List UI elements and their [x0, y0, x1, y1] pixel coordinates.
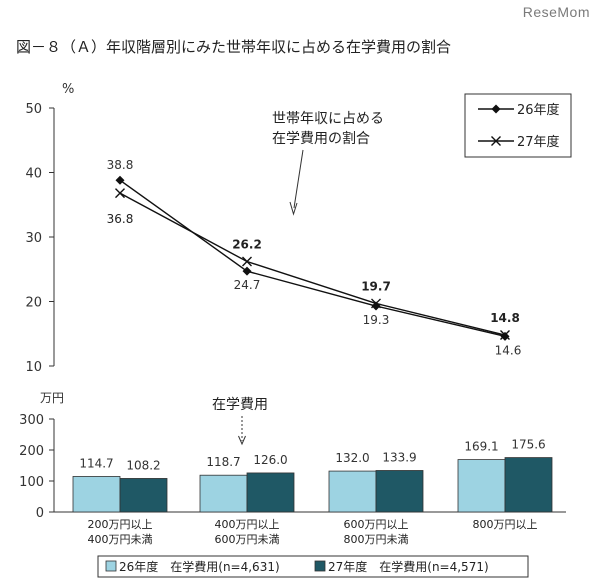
bar [72, 476, 121, 513]
line-data-label: 36.8 [107, 212, 134, 226]
legend-label-bar-26: 26年度 在学費用(n=4,631) [119, 559, 280, 574]
bar-annotation-arrowhead [238, 435, 246, 446]
bar-y-tick-label: 300 [19, 413, 44, 428]
line-point-diamond [500, 331, 510, 341]
bar [246, 472, 295, 513]
line-data-label: 19.3 [363, 313, 390, 327]
legend-swatch-26 [105, 560, 117, 572]
line-point-x [115, 188, 125, 199]
line-point-x [371, 298, 381, 309]
bar-category-label: 600万円以上 [344, 518, 409, 531]
bar-data-label: 133.9 [382, 450, 416, 464]
legend-swatch-27 [314, 560, 326, 572]
legend-diamond-marker [491, 104, 501, 114]
line-y-tick-label: 40 [25, 167, 42, 182]
legend-label-26: 26年度 [517, 102, 560, 118]
bar [504, 457, 553, 513]
bar-category-label: 600万円未満 [215, 533, 280, 546]
bar-annotation: 在学費用 [212, 397, 268, 413]
line-point-diamond [115, 175, 125, 185]
bar-data-label: 108.2 [126, 458, 160, 472]
line-point-x [500, 330, 510, 341]
bar-data-label: 169.1 [464, 440, 498, 454]
bar-category-label: 800万円以上 [473, 518, 538, 531]
bar [457, 459, 506, 513]
line-annotation: 世帯年収に占める [272, 111, 384, 127]
bar-data-label: 132.0 [335, 451, 369, 465]
line-series-2 [119, 192, 506, 336]
line-unit-label: % [62, 82, 74, 97]
line-point-diamond [242, 266, 252, 276]
bar-category-label: 800万円未満 [344, 533, 409, 546]
line-data-label: 38.8 [107, 158, 134, 172]
bar [199, 474, 248, 513]
bar [328, 470, 377, 513]
bar-legend [97, 555, 529, 578]
line-point-x [242, 256, 252, 267]
bar-y-tick-label: 100 [19, 475, 44, 490]
bar-category-label: 200万円以上 [88, 518, 153, 531]
line-data-label: 14.6 [495, 343, 522, 357]
bar-data-label: 175.6 [511, 438, 545, 452]
legend-label-27: 27年度 [517, 134, 560, 150]
bar-data-label: 126.0 [253, 453, 287, 467]
line-legend [464, 93, 572, 158]
line-data-label: 14.8 [490, 311, 520, 325]
line-annotation: 在学費用の割合 [272, 130, 370, 147]
line-y-tick-label: 20 [25, 296, 42, 311]
bar [119, 478, 168, 513]
bar-y-tick-label: 0 [36, 506, 44, 521]
legend-label-bar-27: 27年度 在学費用(n=4,571) [328, 559, 489, 574]
line-data-label: 24.7 [234, 278, 261, 292]
line-data-label: 19.7 [361, 279, 391, 293]
bar-y-tick-label: 200 [19, 444, 44, 459]
bar-data-label: 118.7 [206, 455, 240, 469]
chart-title: 図－８（Ａ）年収階層別にみた世帯年収に占める在学費用の割合 [16, 38, 452, 56]
line-y-tick-label: 30 [25, 231, 42, 246]
bar-unit-label: 万円 [40, 391, 64, 405]
line-annotation-arrow [293, 149, 304, 209]
line-y-tick-label: 50 [25, 102, 42, 117]
bar-data-label: 114.7 [79, 456, 113, 470]
legend-x-marker [491, 136, 501, 146]
line-annotation-arrowhead [289, 201, 298, 216]
line-y-tick-label: 10 [25, 360, 42, 375]
bar-category-label: 400万円未満 [88, 533, 153, 546]
bar-category-label: 400万円以上 [215, 518, 280, 531]
watermark-logo: ReseMom [522, 4, 590, 20]
line-series-1 [119, 179, 506, 338]
bar [375, 470, 424, 513]
line-data-label: 26.2 [232, 238, 262, 252]
